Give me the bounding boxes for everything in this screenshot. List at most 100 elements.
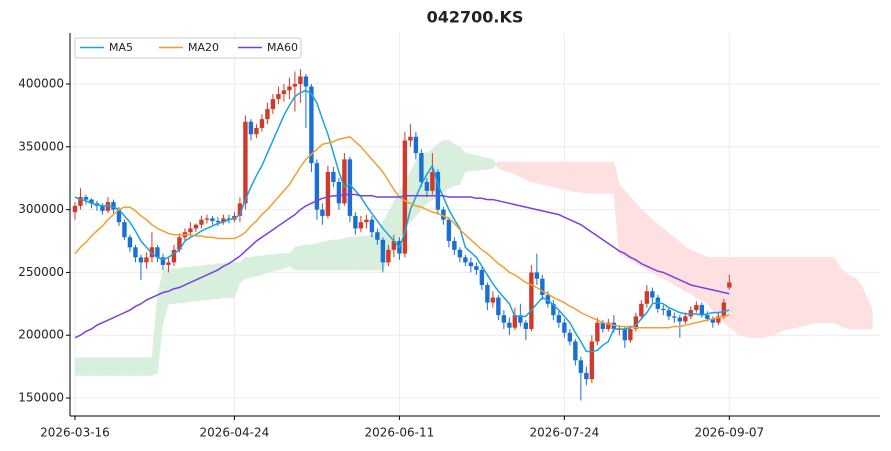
cloud-segment <box>822 257 829 323</box>
cloud-segment <box>228 262 235 298</box>
cloud-segment <box>861 284 868 330</box>
cloud-segment <box>514 161 521 178</box>
cloud-segment <box>91 357 98 376</box>
candle-body <box>721 302 727 317</box>
cloud-segment <box>839 265 846 329</box>
cloud-segment <box>487 157 494 170</box>
x-tick-label: 2026-09-07 <box>694 426 764 440</box>
cloud-segment <box>107 357 114 376</box>
cloud-segment <box>646 213 653 273</box>
candle-body <box>441 209 446 220</box>
candle-body <box>710 318 716 323</box>
cloud-segment <box>327 239 334 271</box>
cloud-segment <box>608 161 615 194</box>
cloud-segment <box>294 245 301 271</box>
cloud-segment <box>476 155 483 172</box>
cloud-segment <box>448 139 455 189</box>
cloud-segment <box>410 161 417 223</box>
cloud-segment <box>547 161 554 188</box>
cloud-segment <box>762 257 769 339</box>
moving-averages <box>74 89 730 353</box>
cloud-segment <box>806 257 813 326</box>
legend-box <box>74 37 302 59</box>
y-tick-label: 350000 <box>18 139 64 153</box>
candle-body <box>287 86 292 91</box>
candle-body <box>727 282 732 288</box>
cloud-segment <box>503 161 510 173</box>
candle-body <box>133 247 138 258</box>
cloud-segment <box>322 240 329 271</box>
candle-body <box>375 232 380 240</box>
x-tick-label: 2026-06-11 <box>365 426 435 440</box>
cloud-segment <box>558 161 565 190</box>
candle-body <box>562 322 567 333</box>
y-tick-label: 300000 <box>18 202 64 216</box>
candle-body <box>413 136 419 154</box>
candle-body <box>595 322 600 342</box>
candle-body <box>116 209 122 223</box>
cloud-segment <box>129 357 136 376</box>
legend-label: MA60 <box>267 41 298 54</box>
candle-body <box>100 205 105 211</box>
cloud-segment <box>850 275 857 330</box>
candle-body <box>468 262 474 267</box>
cloud-segment <box>712 257 719 318</box>
cloud-segment <box>613 161 620 254</box>
cloud-segment <box>239 256 246 284</box>
candle-body <box>353 215 358 229</box>
cloud-segment <box>828 257 835 323</box>
candle-body <box>419 153 424 182</box>
x-tick-label: 2026-04-24 <box>200 426 270 440</box>
candle-body <box>78 197 83 206</box>
cloud-segment <box>696 251 703 301</box>
candle-body <box>177 237 182 250</box>
cloud-segment <box>591 161 598 194</box>
candle-body <box>254 127 259 135</box>
cloud-segment <box>525 161 532 183</box>
candle-body <box>699 305 705 316</box>
cloud-segment <box>811 257 818 325</box>
candle-body <box>347 159 353 216</box>
cloud-segment <box>162 269 169 323</box>
grid <box>70 33 880 416</box>
cloud-segment <box>833 256 840 326</box>
cloud-segment <box>498 161 505 172</box>
cloud-segment <box>113 357 120 376</box>
candle-body <box>589 341 595 380</box>
cloud-segment <box>751 257 758 339</box>
cloud-segment <box>344 236 351 271</box>
cloud-segment <box>190 265 197 302</box>
cloud-segment <box>619 183 626 258</box>
cloud-segment <box>459 146 466 185</box>
candle-body <box>606 322 611 329</box>
cloud-segment <box>212 263 219 300</box>
candle-body <box>320 209 325 216</box>
cloud-segment <box>536 161 543 185</box>
candle-body <box>265 109 270 120</box>
cloud-segment <box>305 244 312 271</box>
cloud-segment <box>795 257 802 329</box>
cloud-segment <box>371 234 378 271</box>
cloud-segment <box>564 161 571 192</box>
cloud-segment <box>690 249 697 299</box>
cloud-segment <box>635 202 642 267</box>
candle-body <box>111 202 116 210</box>
cloud-segment <box>734 257 741 336</box>
candle-body <box>303 76 309 87</box>
cloud-segment <box>701 254 708 305</box>
cloud-segment <box>470 153 477 171</box>
candle-body <box>127 237 133 248</box>
ichimoku-cloud <box>74 139 873 376</box>
candle-body <box>210 218 215 221</box>
candle-body <box>122 222 127 238</box>
candle-body <box>237 203 243 216</box>
candle-body <box>248 121 254 135</box>
candle-body <box>144 257 149 263</box>
cloud-segment <box>250 255 257 278</box>
candle-body <box>567 332 573 342</box>
legend: MA5 MA20 MA60 <box>74 37 302 59</box>
candle-body <box>518 315 523 323</box>
cloud-segment <box>333 239 340 271</box>
candle-body <box>215 220 221 223</box>
